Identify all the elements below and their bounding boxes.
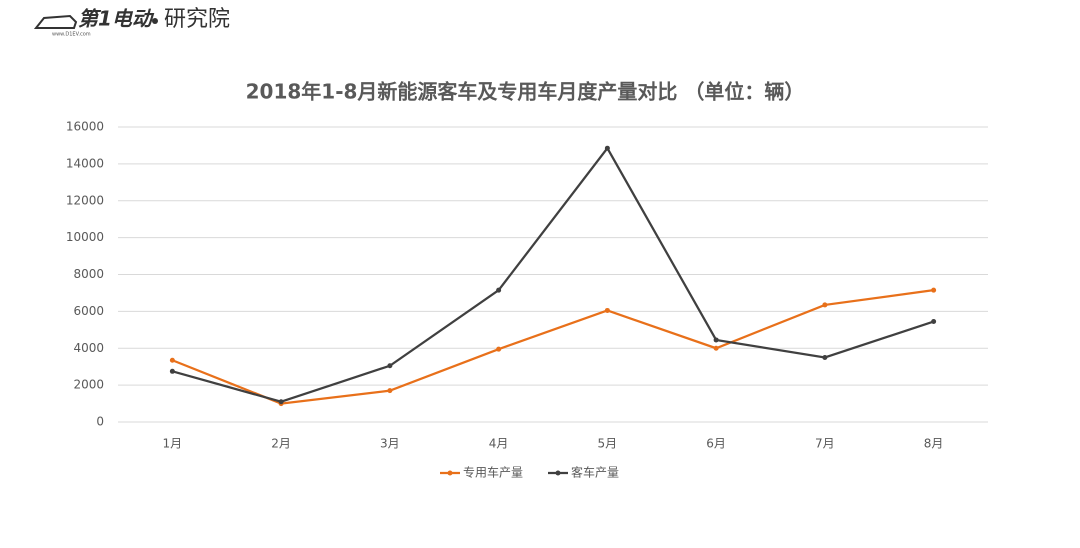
series-line	[171, 289, 934, 405]
point	[931, 319, 937, 325]
point	[387, 388, 393, 394]
point	[169, 368, 175, 374]
logo-dot	[152, 18, 158, 24]
point	[496, 346, 502, 352]
x-tick-label: 4月	[489, 437, 509, 451]
x-tick-label: 3月	[380, 437, 400, 451]
y-tick-label: 16000	[66, 120, 104, 134]
point	[713, 337, 719, 343]
point	[822, 354, 828, 360]
y-tick-label: 12000	[66, 193, 104, 207]
point	[713, 345, 719, 351]
y-tick-label: 14000	[66, 156, 104, 170]
point	[387, 363, 393, 369]
logo-brand: 第1电动	[78, 7, 155, 31]
logo-site: www.D1EV.com	[52, 32, 91, 38]
point	[169, 357, 175, 363]
point	[496, 287, 502, 293]
logo: 第1电动 www.D1EV.com 研究院	[33, 7, 230, 38]
legend-marker	[447, 470, 453, 476]
x-tick-label: 2月	[271, 437, 291, 451]
logo-dept: 研究院	[164, 7, 230, 32]
logo-car	[33, 14, 78, 29]
y-tick-label: 4000	[73, 341, 104, 355]
point	[604, 145, 610, 151]
x-tick-label: 7月	[815, 437, 835, 451]
legend-marker	[555, 470, 561, 476]
legend-label: 专用车产量	[463, 465, 523, 480]
y-tick-label: 10000	[66, 230, 104, 244]
y-tick-label: 2000	[73, 378, 104, 392]
y-tick-label: 6000	[73, 304, 104, 318]
point	[278, 399, 284, 405]
chart-title: 2018年1-8月新能源客车及专用车月度产量对比 （单位：辆）	[246, 80, 805, 104]
x-tick-label: 1月	[163, 437, 183, 451]
point	[931, 287, 937, 293]
y-tick-label: 0	[96, 415, 104, 429]
y-tick-label: 8000	[73, 267, 104, 281]
series-line	[172, 146, 934, 403]
x-tick-label: 8月	[924, 437, 944, 451]
x-tick-label: 6月	[706, 437, 726, 451]
x-tick-label: 5月	[598, 437, 618, 451]
point	[822, 302, 828, 308]
legend-label: 客车产量	[571, 465, 619, 480]
point	[604, 307, 610, 313]
